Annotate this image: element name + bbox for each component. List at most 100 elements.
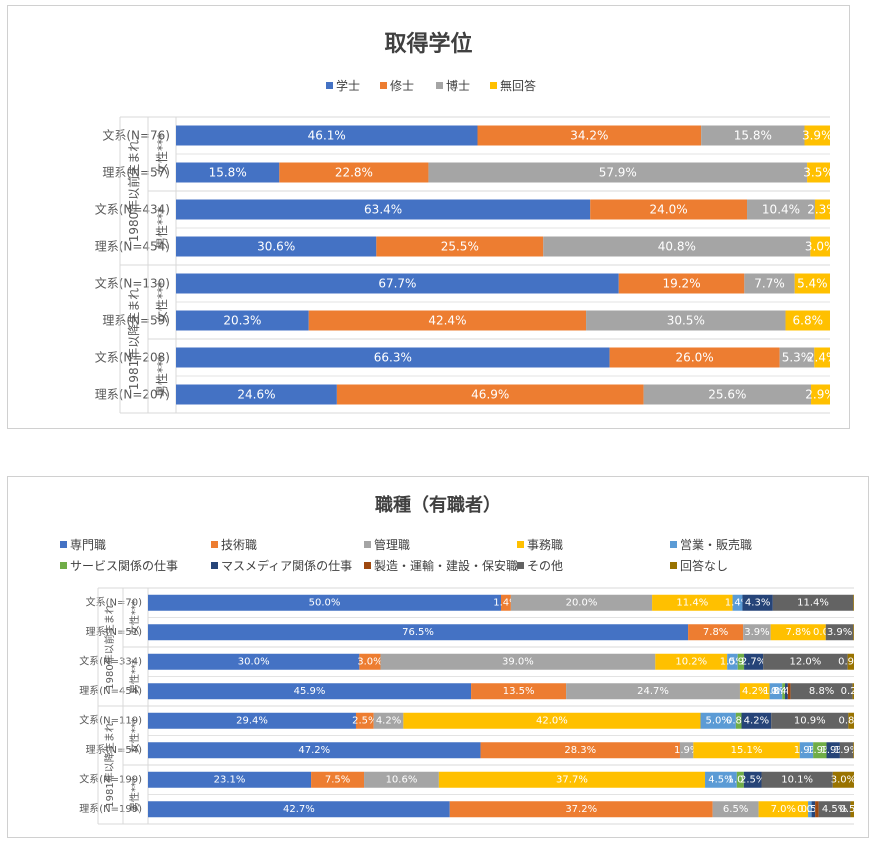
row-label: 理系(N=454)	[95, 240, 170, 254]
bar-segment	[826, 742, 840, 759]
bar-segment	[761, 771, 833, 788]
bar-segment	[813, 742, 827, 759]
data-label: 7.8%	[703, 627, 728, 638]
bar-segment	[693, 742, 800, 759]
bar-segment	[688, 624, 744, 641]
data-label: 20.0%	[566, 597, 598, 608]
subgroup-label: 女性***	[128, 600, 141, 635]
data-label: 15.1%	[731, 745, 763, 756]
subgroup-label: 男性***	[128, 777, 141, 812]
bar-segment	[590, 199, 748, 220]
legend-item: マスメディア関係の仕事	[211, 557, 352, 574]
data-label: 42.7%	[283, 804, 315, 815]
group-label: 1981年以降生まれ	[127, 288, 141, 391]
bar-segment	[510, 594, 653, 611]
legend-swatch	[380, 82, 387, 89]
legend-label: 製造・運輸・建設・保安職	[374, 559, 519, 573]
data-label: 8.8%	[809, 686, 834, 697]
legend-item: 技術職	[211, 536, 257, 553]
group-label: 1980年以前生まれ	[103, 604, 116, 689]
data-label: 24.6%	[237, 388, 275, 402]
bar-segment	[501, 594, 511, 611]
data-label: 1.9%	[674, 745, 699, 756]
subgroup-label: 男性***	[128, 659, 141, 694]
data-label: 25.6%	[708, 388, 746, 402]
data-label: 20.3%	[223, 314, 261, 328]
bar-segment	[428, 162, 808, 183]
data-label: 13.5%	[503, 686, 535, 697]
row-label: 文系(N=199)	[79, 772, 142, 785]
bar-segment	[742, 594, 773, 611]
legend-swatch	[60, 541, 67, 548]
legend-item: 学士	[326, 77, 360, 94]
data-label: 1.9%	[794, 745, 819, 756]
bar-segment	[853, 742, 854, 759]
bar-segment	[737, 653, 745, 670]
data-label: 66.3%	[374, 351, 412, 365]
bar-segment	[148, 683, 472, 700]
bar-segment	[355, 712, 374, 729]
bar-segment	[311, 771, 365, 788]
data-label: 15.8%	[734, 129, 772, 143]
data-label: 57.9%	[599, 166, 637, 180]
data-label: 3.9%	[827, 627, 852, 638]
legend-swatch	[364, 541, 371, 548]
bar-segment	[787, 683, 791, 700]
subgroup-label: 女性***	[128, 718, 141, 753]
bar-segment	[438, 771, 706, 788]
bar-segment	[785, 310, 830, 331]
bar-segment	[176, 384, 337, 405]
data-label: 1.4%	[725, 597, 750, 608]
bar-segment	[744, 273, 795, 294]
legend-label: 技術職	[221, 538, 258, 552]
bar-segment	[763, 653, 848, 670]
bar-segment	[701, 125, 805, 146]
data-label: 12.0%	[789, 656, 821, 667]
data-label: 26.0%	[676, 351, 714, 365]
data-label: 4.3%	[745, 597, 770, 608]
data-label: 46.1%	[308, 129, 346, 143]
data-label: 2.5%	[740, 774, 765, 785]
bar-segment	[148, 624, 689, 641]
bar-segment	[471, 683, 567, 700]
bar-segment	[848, 712, 854, 729]
bar-segment	[477, 125, 702, 146]
bar-segment	[852, 683, 854, 700]
data-label: 22.8%	[335, 166, 373, 180]
data-label: 1.9%	[834, 745, 859, 756]
bar-segment	[808, 801, 812, 818]
legend-label: 博士	[446, 79, 471, 93]
bar-segment	[176, 236, 377, 257]
legend-label: 無回答	[500, 79, 537, 93]
bar-segment	[832, 771, 854, 788]
row-label: 理系(N=54)	[86, 744, 142, 756]
row-label: 文系(N=434)	[95, 202, 170, 217]
data-label: 63.4%	[364, 203, 402, 217]
bar-segment	[373, 712, 404, 729]
subgroup-label: 女性***	[154, 133, 169, 175]
bar-segment	[308, 310, 587, 331]
bar-segment	[566, 683, 740, 700]
bar-segment	[359, 653, 381, 670]
legend-item: サービス関係の仕事	[60, 557, 178, 574]
data-label: 50.0%	[309, 597, 341, 608]
subgroup-label: 女性***	[154, 281, 169, 323]
data-label: 30.0%	[238, 656, 270, 667]
data-label: 1.9%	[821, 745, 846, 756]
data-label: 2.5%	[352, 715, 377, 726]
legend-label: 営業・販売職	[680, 538, 753, 552]
bar-segment	[586, 310, 786, 331]
data-label: 23.1%	[214, 774, 246, 785]
bar-segment	[769, 683, 783, 700]
legend-label: 修士	[390, 79, 415, 93]
data-label: 0.5%	[840, 804, 865, 815]
data-label: 1.8%	[763, 686, 788, 697]
bar-segment	[148, 801, 450, 818]
data-label: 42.4%	[428, 314, 466, 328]
row-label: 理系(N=199)	[79, 803, 142, 815]
legend-swatch	[670, 562, 677, 569]
legend-swatch	[670, 541, 677, 548]
bar-segment	[790, 683, 853, 700]
data-label: 0.5%	[801, 804, 826, 815]
data-label: 5.4%	[797, 277, 828, 291]
